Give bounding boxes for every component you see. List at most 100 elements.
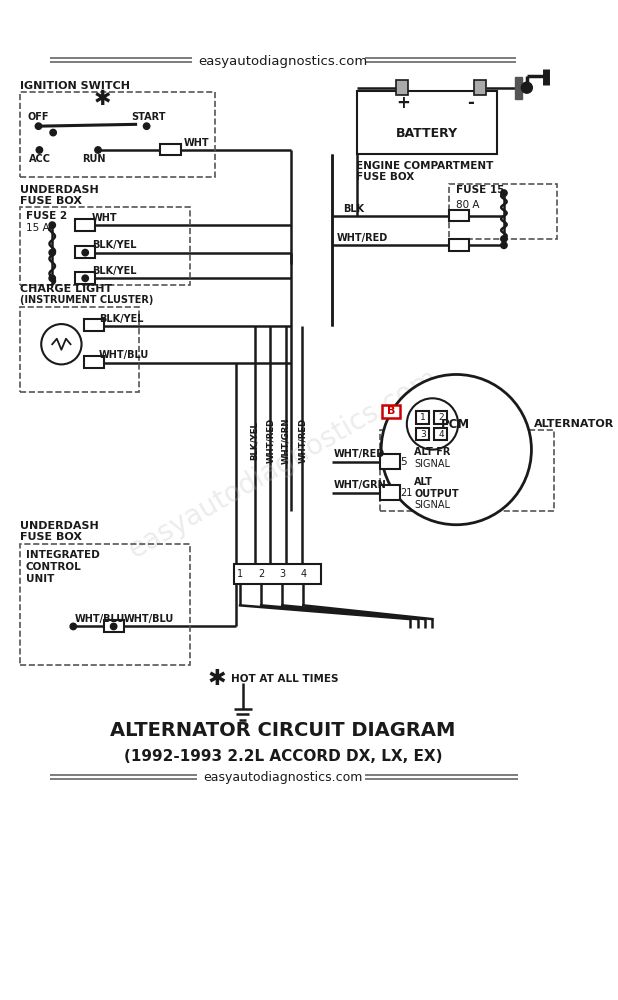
Circle shape (70, 623, 77, 630)
Text: UNDERDASH: UNDERDASH (20, 185, 99, 195)
Text: easyautodiagnostics.com: easyautodiagnostics.com (198, 55, 368, 68)
Bar (84, 356, 104, 368)
Bar (449, 210, 469, 221)
Circle shape (49, 222, 56, 228)
Circle shape (95, 147, 101, 153)
Text: 2: 2 (258, 569, 265, 579)
Text: 3: 3 (420, 430, 426, 439)
Text: ✱: ✱ (208, 669, 226, 689)
Text: IGNITION SWITCH: IGNITION SWITCH (20, 81, 130, 91)
Text: 4: 4 (439, 430, 444, 439)
Text: BLK/YEL: BLK/YEL (91, 266, 136, 276)
Text: WHT: WHT (184, 138, 209, 148)
Text: OUTPUT: OUTPUT (414, 489, 459, 499)
Text: -: - (467, 94, 474, 112)
Bar (416, 411, 429, 424)
Circle shape (35, 123, 41, 129)
Bar (382, 405, 400, 418)
Text: WHT/RED: WHT/RED (298, 418, 307, 463)
Text: WHT/RED: WHT/RED (334, 449, 385, 459)
Text: easyautodiagnostics.com: easyautodiagnostics.com (124, 363, 443, 564)
Text: FUSE BOX: FUSE BOX (20, 532, 82, 542)
Text: ALTERNATOR: ALTERNATOR (534, 419, 614, 429)
Bar (84, 319, 104, 331)
Bar (434, 411, 447, 424)
Text: 4: 4 (300, 569, 307, 579)
Text: FUSE BOX: FUSE BOX (355, 172, 414, 182)
Circle shape (143, 123, 150, 129)
Bar (75, 246, 95, 258)
Text: CHARGE LIGHT: CHARGE LIGHT (20, 284, 112, 294)
Bar (160, 144, 180, 155)
Text: CONTROL: CONTROL (26, 562, 82, 572)
Circle shape (36, 147, 43, 153)
Circle shape (49, 249, 56, 256)
Text: BLK/YEL: BLK/YEL (250, 421, 259, 460)
Text: OFF: OFF (27, 112, 49, 122)
Circle shape (111, 623, 117, 630)
Bar (234, 564, 321, 584)
Bar (449, 184, 557, 239)
Text: RUN: RUN (82, 154, 106, 164)
Text: B: B (387, 406, 396, 416)
Text: WHT/GRN: WHT/GRN (281, 417, 290, 464)
Text: FUSE BOX: FUSE BOX (20, 196, 82, 206)
Text: ✱: ✱ (94, 89, 111, 109)
Circle shape (501, 242, 507, 248)
Text: ENGINE COMPARTMENT: ENGINE COMPARTMENT (355, 161, 493, 171)
Bar (20, 92, 215, 177)
Text: ACC: ACC (29, 154, 51, 164)
Circle shape (41, 324, 82, 364)
Bar (416, 428, 429, 440)
Text: UNDERDASH: UNDERDASH (20, 521, 99, 531)
Text: SIGNAL: SIGNAL (414, 500, 450, 510)
Bar (474, 80, 486, 95)
Circle shape (49, 275, 56, 281)
Bar (20, 544, 190, 665)
Bar (396, 80, 408, 95)
Text: 1: 1 (237, 569, 243, 579)
Circle shape (82, 275, 88, 281)
Text: ALTERNATOR CIRCUIT DIAGRAM: ALTERNATOR CIRCUIT DIAGRAM (111, 721, 456, 740)
Circle shape (50, 129, 56, 136)
Text: BLK/YEL: BLK/YEL (91, 240, 136, 250)
Text: 1: 1 (420, 413, 426, 422)
Text: +: + (396, 94, 410, 112)
Text: (1992-1993 2.2L ACCORD DX, LX, EX): (1992-1993 2.2L ACCORD DX, LX, EX) (124, 749, 442, 764)
Text: (INSTRUMENT CLUSTER): (INSTRUMENT CLUSTER) (20, 295, 153, 305)
Bar (380, 454, 400, 469)
Text: 80 A: 80 A (456, 200, 480, 210)
Text: 3: 3 (279, 569, 286, 579)
Text: BATTERY: BATTERY (396, 127, 458, 140)
Bar (75, 219, 95, 231)
Text: ALT: ALT (414, 477, 433, 487)
Text: START: START (131, 112, 166, 122)
Text: easyautodiagnostics.com: easyautodiagnostics.com (203, 771, 363, 784)
Text: WHT/GRN: WHT/GRN (334, 480, 386, 490)
Text: FUSE 2: FUSE 2 (26, 211, 67, 221)
Bar (75, 272, 95, 284)
Text: FUSE 15: FUSE 15 (456, 185, 505, 195)
Text: 2: 2 (439, 413, 444, 422)
Text: HOT AT ALL TIMES: HOT AT ALL TIMES (231, 674, 339, 684)
Circle shape (381, 374, 531, 525)
Text: WHT/BLU: WHT/BLU (75, 614, 125, 624)
Text: 21: 21 (400, 488, 413, 498)
Bar (380, 430, 554, 511)
Circle shape (501, 190, 507, 196)
Text: BLK/YEL: BLK/YEL (99, 314, 143, 324)
Text: 15 A: 15 A (26, 223, 49, 233)
Bar (515, 77, 522, 99)
Bar (434, 428, 447, 440)
Text: PCM: PCM (441, 418, 470, 431)
Bar (357, 91, 497, 154)
Text: WHT/RED: WHT/RED (266, 418, 275, 463)
Text: WHT: WHT (91, 213, 117, 223)
Text: SIGNAL: SIGNAL (414, 459, 450, 469)
Text: WHT/RED: WHT/RED (336, 233, 387, 243)
Circle shape (522, 82, 532, 93)
Bar (449, 239, 469, 251)
Text: 5: 5 (400, 457, 407, 467)
Text: ALT FR: ALT FR (414, 447, 451, 457)
Text: WHT/BLU: WHT/BLU (99, 350, 149, 360)
